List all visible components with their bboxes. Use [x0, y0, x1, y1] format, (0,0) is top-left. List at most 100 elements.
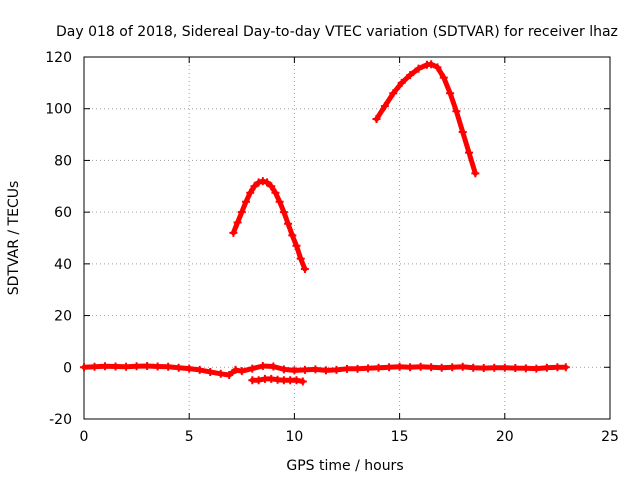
data-point — [296, 254, 305, 263]
data-point — [427, 60, 436, 69]
y-tick-label: 120 — [45, 50, 72, 66]
data-point — [195, 365, 204, 374]
data-point — [269, 362, 278, 371]
data-point — [532, 364, 541, 373]
data-point — [132, 362, 141, 371]
x-tick-label: 15 — [391, 429, 409, 445]
data-point — [427, 363, 436, 372]
data-point — [225, 371, 234, 380]
data-point — [237, 367, 246, 376]
data-point — [292, 241, 301, 250]
data-point — [321, 366, 330, 375]
x-tick-label: 25 — [601, 429, 619, 445]
data-point — [448, 363, 457, 372]
data-point — [343, 364, 351, 373]
data-point — [479, 364, 488, 373]
data-point — [353, 364, 362, 373]
x-axis-label: GPS time / hours — [286, 458, 403, 474]
data-point — [231, 365, 240, 374]
data-marks — [80, 60, 570, 386]
y-tick-label: 60 — [54, 205, 72, 221]
data-point — [521, 364, 530, 373]
data-point — [290, 366, 299, 375]
x-tick-label: 0 — [80, 429, 89, 445]
y-axis-label: SDTVAR / TECUs — [6, 181, 22, 296]
x-tick-label: 20 — [496, 429, 514, 445]
data-point — [311, 365, 320, 374]
data-point — [80, 363, 88, 372]
data-point — [458, 362, 467, 371]
x-tick-label: 10 — [285, 429, 303, 445]
data-point — [439, 73, 448, 82]
data-point — [279, 365, 288, 374]
data-point — [250, 182, 259, 191]
data-point — [511, 364, 520, 373]
data-point — [275, 197, 284, 206]
data-point — [153, 362, 162, 371]
data-point — [300, 365, 309, 374]
data-point — [258, 177, 267, 186]
data-point — [216, 369, 225, 378]
data-point — [254, 178, 263, 187]
y-tick-label: 40 — [54, 257, 72, 273]
data-point — [185, 364, 194, 373]
data-point — [254, 376, 263, 385]
series-line — [374, 61, 478, 176]
data-point — [389, 89, 398, 98]
data-point — [279, 208, 288, 217]
data-point — [406, 71, 415, 80]
data-point — [300, 265, 309, 274]
data-point — [246, 188, 255, 197]
data-point — [90, 362, 99, 371]
y-tick-label: 20 — [54, 309, 72, 325]
data-point — [380, 102, 389, 111]
data-point — [395, 362, 404, 371]
data-point — [271, 188, 280, 197]
data-point — [490, 363, 499, 372]
data-point — [364, 364, 373, 373]
data-point — [465, 148, 474, 157]
data-point — [469, 363, 478, 372]
x-tick-label: 5 — [185, 429, 194, 445]
data-point — [500, 363, 509, 372]
data-point — [372, 115, 381, 124]
y-tick-label: 0 — [63, 360, 72, 376]
data-point — [206, 367, 215, 376]
data-point — [406, 363, 415, 372]
plot-frame — [83, 56, 611, 420]
data-point — [263, 178, 272, 187]
data-point — [267, 182, 276, 191]
data-point — [414, 64, 423, 73]
data-point — [452, 107, 461, 116]
data-point — [374, 363, 383, 372]
data-point — [174, 363, 183, 372]
chart-title: Day 018 of 2018, Sidereal Day-to-day VTE… — [56, 24, 618, 40]
y-tick-label: 80 — [54, 153, 72, 169]
data-point — [284, 219, 293, 228]
data-point — [242, 197, 251, 206]
y-tick-label: 100 — [45, 102, 72, 118]
data-point — [471, 169, 480, 178]
data-point — [143, 361, 152, 370]
data-point — [233, 218, 242, 227]
data-point — [164, 362, 173, 371]
data-point — [101, 362, 110, 371]
data-point — [229, 228, 238, 237]
data-point — [542, 363, 551, 372]
data-point — [446, 89, 455, 98]
data-point — [433, 63, 442, 72]
data-point — [111, 362, 120, 371]
data-point — [237, 208, 246, 217]
axis-ticks: 0 5 10 15 20 25 -20 0 20 40 60 80 100 120 — [45, 50, 619, 445]
data-point — [458, 127, 467, 136]
data-point — [298, 377, 307, 386]
data-point — [553, 363, 562, 372]
data-point — [385, 363, 394, 372]
data-point — [292, 376, 301, 385]
data-point — [437, 363, 446, 372]
data-point — [258, 361, 267, 370]
data-point — [122, 362, 131, 371]
y-tick-label: -20 — [49, 412, 72, 428]
data-point — [332, 365, 341, 374]
